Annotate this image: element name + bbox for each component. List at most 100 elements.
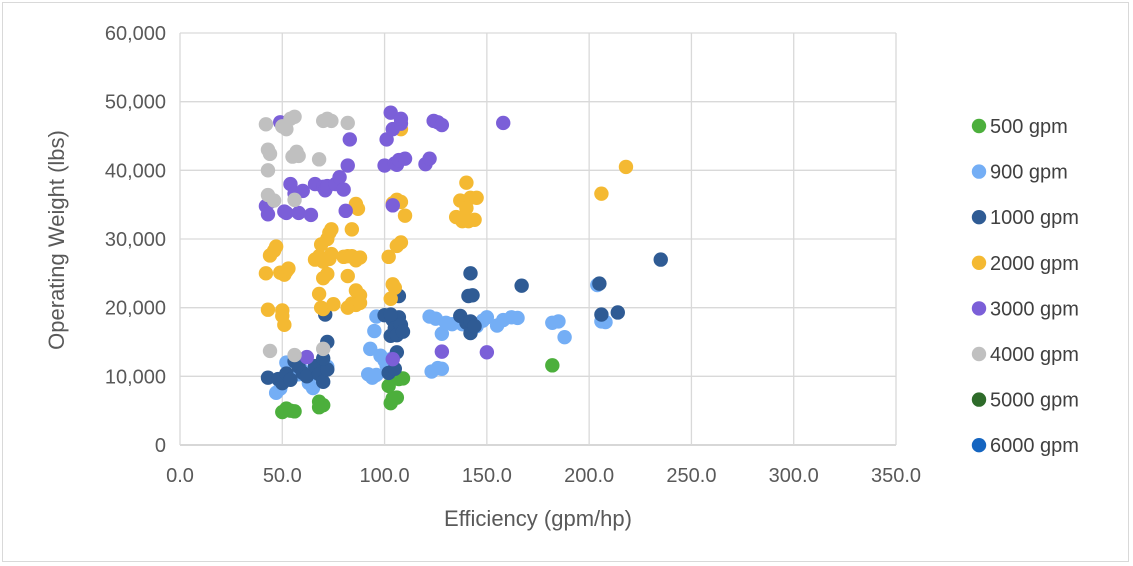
data-point bbox=[397, 208, 413, 223]
data-point bbox=[344, 222, 360, 237]
data-point bbox=[336, 182, 351, 197]
data-point bbox=[277, 317, 292, 333]
data-point bbox=[324, 246, 339, 262]
legend-label: 900 gpm bbox=[990, 162, 1068, 184]
data-point bbox=[262, 343, 278, 359]
data-point bbox=[260, 302, 276, 317]
data-point bbox=[467, 319, 482, 334]
data-point bbox=[459, 175, 474, 190]
data-point bbox=[557, 329, 572, 345]
data-point bbox=[610, 305, 625, 320]
data-point bbox=[352, 250, 368, 265]
data-point bbox=[469, 190, 484, 205]
y-tick-label: 20,000 bbox=[105, 298, 166, 320]
data-point bbox=[393, 235, 409, 250]
data-point bbox=[262, 146, 278, 162]
data-point bbox=[324, 113, 339, 129]
series-2000-gpm bbox=[258, 121, 634, 333]
legend: 500 gpm 900 gpm 1000 gpm 2000 gpm 3000 gpm 40… bbox=[971, 116, 1079, 457]
legend-marker bbox=[971, 255, 987, 270]
data-point bbox=[369, 367, 384, 383]
data-point bbox=[324, 222, 339, 237]
y-axis-ticks: 0 10,000 20,000 30,000 40,000 50,000 60,000 bbox=[105, 23, 166, 457]
x-tick-label: 200.0 bbox=[564, 465, 614, 487]
data-point bbox=[287, 192, 302, 208]
data-point bbox=[551, 314, 566, 329]
data-point bbox=[340, 158, 355, 173]
data-point bbox=[281, 261, 296, 276]
x-axis-title: Efficiency (gpm/hp) bbox=[444, 506, 632, 531]
data-point bbox=[395, 324, 411, 339]
data-point bbox=[397, 151, 413, 166]
x-tick-label: 350.0 bbox=[871, 465, 921, 487]
y-tick-label: 50,000 bbox=[105, 92, 166, 114]
data-point bbox=[381, 249, 396, 265]
legend-marker bbox=[971, 301, 987, 316]
data-point bbox=[320, 362, 335, 377]
data-point bbox=[479, 310, 495, 325]
data-point bbox=[383, 291, 398, 306]
data-point bbox=[258, 266, 274, 281]
x-tick-label: 300.0 bbox=[769, 465, 819, 487]
data-point bbox=[287, 347, 302, 363]
data-point bbox=[653, 252, 668, 267]
data-point bbox=[389, 390, 405, 405]
legend-marker bbox=[971, 392, 987, 407]
data-point bbox=[320, 266, 335, 282]
data-point bbox=[367, 323, 382, 339]
legend-label: 5000 gpm bbox=[990, 390, 1079, 412]
legend-label: 1000 gpm bbox=[990, 207, 1079, 229]
y-axis-title: Operating Weight (lbs) bbox=[44, 130, 69, 350]
data-point bbox=[340, 115, 355, 131]
data-point bbox=[299, 349, 315, 365]
legend-label: 500 gpm bbox=[990, 116, 1068, 138]
legend-label: 4000 gpm bbox=[990, 344, 1079, 366]
data-point bbox=[311, 286, 327, 302]
data-point bbox=[299, 369, 315, 384]
data-point bbox=[283, 372, 298, 387]
x-tick-label: 150.0 bbox=[462, 465, 512, 487]
data-point bbox=[258, 117, 274, 132]
data-point bbox=[422, 151, 437, 166]
legend-marker bbox=[971, 210, 987, 225]
data-point bbox=[268, 239, 284, 254]
data-point bbox=[316, 341, 331, 357]
data-point bbox=[385, 351, 400, 367]
x-axis-ticks: 0.0 50.0 100.0 150.0 200.0 250.0 300.0 350.0 bbox=[166, 465, 921, 487]
data-point bbox=[385, 198, 400, 213]
y-tick-label: 60,000 bbox=[105, 23, 166, 45]
data-point bbox=[381, 378, 396, 394]
data-point bbox=[326, 297, 341, 312]
x-tick-label: 250.0 bbox=[666, 465, 716, 487]
y-tick-label: 10,000 bbox=[105, 366, 166, 388]
data-point bbox=[287, 109, 302, 124]
data-point bbox=[514, 278, 529, 293]
data-point bbox=[291, 148, 306, 164]
data-point bbox=[545, 358, 560, 373]
data-point bbox=[340, 268, 355, 284]
legend-marker bbox=[971, 164, 987, 179]
data-point bbox=[342, 132, 357, 147]
data-point bbox=[467, 212, 482, 227]
data-point bbox=[260, 163, 276, 178]
data-point bbox=[479, 345, 495, 360]
data-point bbox=[291, 205, 306, 221]
data-points bbox=[258, 105, 668, 420]
data-point bbox=[434, 326, 450, 341]
data-point bbox=[383, 307, 398, 322]
data-point bbox=[350, 201, 366, 216]
data-point bbox=[279, 205, 294, 221]
x-tick-label: 0.0 bbox=[166, 465, 194, 487]
series-500-gpm bbox=[275, 358, 560, 420]
legend-label: 6000 gpm bbox=[990, 435, 1079, 457]
data-point bbox=[316, 374, 331, 390]
legend-label: 2000 gpm bbox=[990, 253, 1079, 275]
data-point bbox=[387, 280, 402, 295]
data-point bbox=[363, 341, 378, 357]
data-point bbox=[434, 344, 450, 359]
x-tick-label: 50.0 bbox=[263, 465, 302, 487]
legend-marker bbox=[971, 346, 987, 362]
data-point bbox=[311, 400, 327, 415]
